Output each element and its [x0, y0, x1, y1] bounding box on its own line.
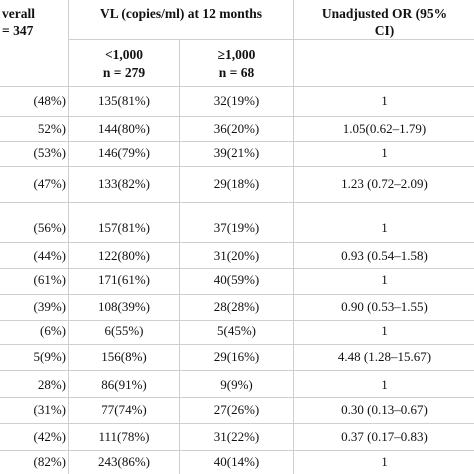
lt-1000-cell: 157(81%)	[98, 220, 150, 235]
row-divider	[0, 242, 474, 243]
ge-1000-cell: 29(18%)	[213, 176, 260, 191]
unadjusted-or-cell: 1.23 (0.72–2.09)	[341, 176, 428, 191]
row-divider	[0, 320, 474, 321]
overall-cell: 28%)	[37, 377, 66, 392]
row-divider	[0, 202, 474, 203]
overall-cell: (31%)	[33, 402, 67, 417]
ge-1000-cell: 28(28%)	[213, 299, 260, 314]
overall-cell: (82%)	[33, 454, 67, 469]
unadjusted-or-cell: 1	[381, 323, 388, 338]
lt-1000-cell: 77(74%)	[101, 402, 147, 417]
ge-1000-cell: 29(16%)	[213, 349, 260, 364]
unadjusted-or-cell: 1.05(0.62–1.79)	[342, 121, 427, 136]
ge-1000-cell: 9(9%)	[220, 377, 253, 392]
or-header-line2: CI)	[374, 23, 395, 38]
row-divider	[0, 344, 474, 345]
lt-1000-cell: 171(61%)	[98, 272, 150, 287]
ge-1000-cell: 36(20%)	[213, 121, 260, 136]
unadjusted-or-cell: 1	[381, 377, 388, 392]
unadjusted-or-cell: 0.37 (0.17–0.83)	[341, 429, 428, 444]
ge-1000-cell: 37(19%)	[213, 220, 260, 235]
unadjusted-or-cell: 1	[381, 145, 388, 160]
lt-1000-cell: 108(39%)	[98, 299, 150, 314]
ge-1000-cell: 27(26%)	[213, 402, 260, 417]
overall-cell: 52%)	[37, 121, 66, 136]
ge-header-n: n = 68	[218, 65, 255, 80]
overall-cell: (47%)	[33, 176, 67, 191]
column-divider	[179, 40, 180, 474]
overall-cell: (44%)	[33, 248, 67, 263]
lt-1000-cell: 146(79%)	[98, 145, 150, 160]
overall-cell: (48%)	[33, 93, 67, 108]
row-divider	[0, 294, 474, 295]
overall-cell: 5(9%)	[33, 349, 67, 364]
lt-1000-cell: 133(82%)	[98, 176, 150, 191]
ge-1000-cell: 31(20%)	[213, 248, 260, 263]
row-divider	[0, 397, 474, 398]
unadjusted-or-cell: 0.93 (0.54–1.58)	[341, 248, 428, 263]
header-divider	[68, 39, 474, 40]
row-divider	[0, 141, 474, 142]
overall-cell: (56%)	[33, 220, 67, 235]
lt-header-label: <1,000	[104, 47, 144, 62]
lt-1000-cell: 86(91%)	[101, 377, 147, 392]
column-divider	[293, 0, 294, 474]
overall-cell: (42%)	[33, 429, 67, 444]
unadjusted-or-cell: 4.48 (1.28–15.67)	[337, 349, 432, 364]
overall-header-line2: = 347	[2, 23, 34, 38]
overall-cell: (6%)	[40, 323, 66, 338]
lt-1000-cell: 6(55%)	[104, 323, 144, 338]
row-divider	[0, 450, 474, 451]
unadjusted-or-cell: 0.90 (0.53–1.55)	[341, 299, 428, 314]
ge-1000-cell: 39(21%)	[213, 145, 260, 160]
ge-1000-cell: 31(22%)	[213, 429, 260, 444]
ge-1000-cell: 32(19%)	[213, 93, 260, 108]
unadjusted-or-cell: 1	[381, 220, 388, 235]
lt-header-n: n = 279	[102, 65, 146, 80]
vl-header-title: VL (copies/ml) at 12 months	[100, 6, 262, 21]
unadjusted-or-cell: 1	[381, 93, 388, 108]
lt-1000-cell: 243(86%)	[98, 454, 150, 469]
overall-cell: (39%)	[33, 299, 67, 314]
header-divider	[0, 86, 474, 87]
overall-cell: (53%)	[33, 145, 67, 160]
overall-header-line1: verall	[2, 6, 35, 21]
or-header-line1: Unadjusted OR (95%	[321, 6, 448, 21]
overall-cell: (61%)	[33, 272, 67, 287]
unadjusted-or-cell: 0.30 (0.13–0.67)	[341, 402, 428, 417]
lt-1000-cell: 156(8%)	[101, 349, 147, 364]
row-divider	[0, 370, 474, 371]
unadjusted-or-cell: 1	[381, 272, 388, 287]
lt-1000-cell: 111(78%)	[98, 429, 150, 444]
unadjusted-or-cell: 1	[381, 454, 388, 469]
column-divider	[68, 0, 69, 474]
row-divider	[0, 116, 474, 117]
ge-1000-cell: 40(59%)	[213, 272, 260, 287]
row-divider	[0, 268, 474, 269]
ge-1000-cell: 5(45%)	[217, 323, 256, 338]
row-divider	[0, 166, 474, 167]
ge-1000-cell: 40(14%)	[213, 454, 260, 469]
row-divider	[0, 423, 474, 424]
ge-header-label: ≥1,000	[217, 47, 256, 62]
lt-1000-cell: 135(81%)	[98, 93, 150, 108]
lt-1000-cell: 144(80%)	[98, 121, 150, 136]
lt-1000-cell: 122(80%)	[98, 248, 150, 263]
